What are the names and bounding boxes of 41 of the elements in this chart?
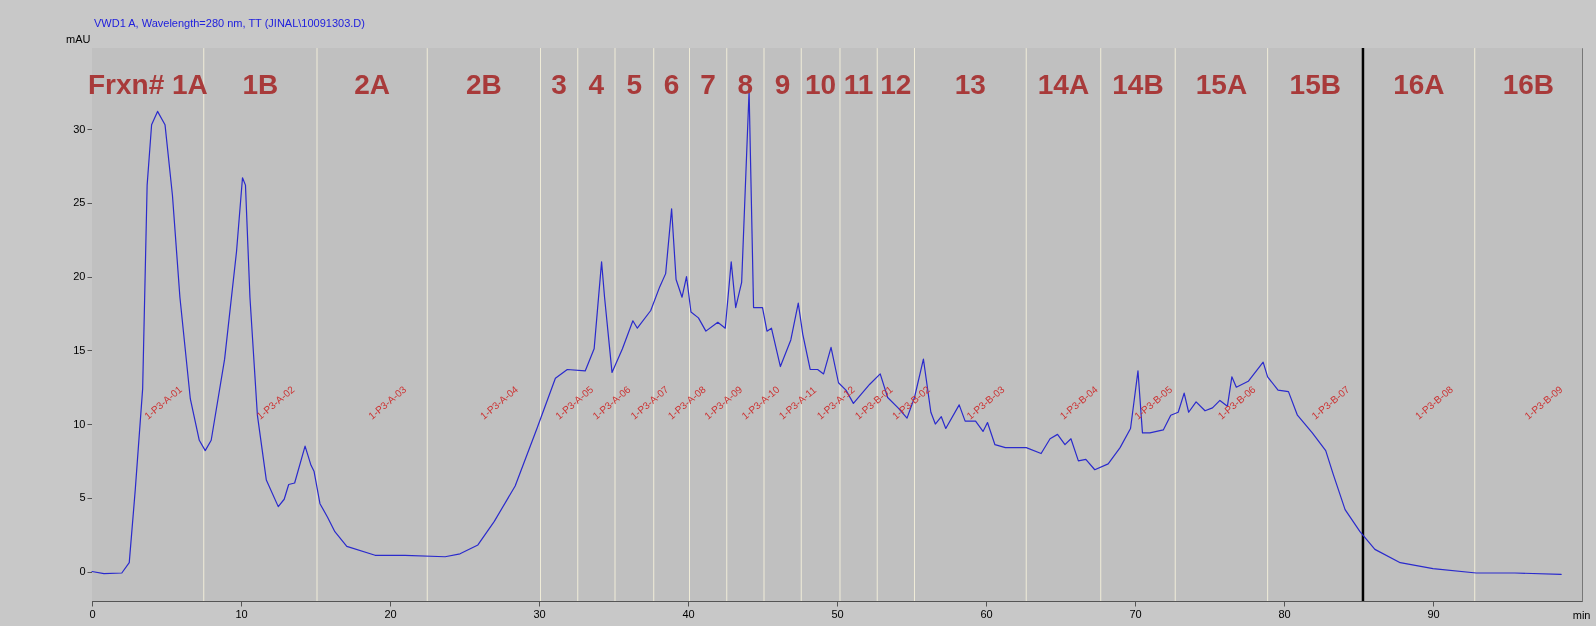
band-label: 15B <box>1289 69 1341 100</box>
chart-title: VWD1 A, Wavelength=280 nm, TT (JINAL\10091303.D) <box>94 17 365 29</box>
band-label: 1B <box>242 69 279 100</box>
band-label: 10 <box>805 69 837 100</box>
y-tick-label: 0 <box>79 565 86 578</box>
band-label: 9 <box>774 69 791 100</box>
band-label: Frxn# 1A <box>87 69 208 100</box>
band-label: 8 <box>737 69 754 100</box>
x-tick-label: 70 <box>1129 607 1142 620</box>
band-label: 2A <box>354 69 391 100</box>
x-tick-label: 0 <box>89 607 96 620</box>
band-label: 11 <box>843 69 874 100</box>
y-tick-label: 30 <box>73 122 86 135</box>
x-tick-label: 90 <box>1427 607 1440 620</box>
y-tick-label: 15 <box>73 343 86 356</box>
band-label: 13 <box>954 69 986 100</box>
y-axis-title: mAU <box>66 32 91 45</box>
y-tick-label: 5 <box>79 491 86 504</box>
x-tick-label: 20 <box>384 607 397 620</box>
band-label: 16A <box>1393 69 1445 100</box>
y-tick-label: 10 <box>73 417 86 430</box>
x-tick-label: 60 <box>980 607 993 620</box>
x-tick-label: 50 <box>831 607 844 620</box>
band-label: 2B <box>465 69 502 100</box>
band-label: 12 <box>880 69 912 100</box>
x-axis-title: min <box>1572 608 1591 621</box>
band-label: 14B <box>1112 69 1164 100</box>
band-label: 6 <box>663 69 680 100</box>
band-label: 5 <box>626 69 643 100</box>
band-label: 16B <box>1502 69 1555 100</box>
band-label: 14A <box>1037 69 1090 100</box>
band-label: 3 <box>551 69 567 100</box>
x-tick-label: 40 <box>682 607 695 620</box>
x-tick-label: 30 <box>533 607 546 620</box>
x-tick-label: 10 <box>235 607 248 620</box>
band-label: 7 <box>700 69 716 100</box>
band-label: 15A <box>1195 69 1248 100</box>
y-tick-label: 20 <box>73 270 86 283</box>
x-tick-label: 80 <box>1278 607 1291 620</box>
y-tick-label: 25 <box>73 196 86 209</box>
band-label: 4 <box>588 69 605 100</box>
